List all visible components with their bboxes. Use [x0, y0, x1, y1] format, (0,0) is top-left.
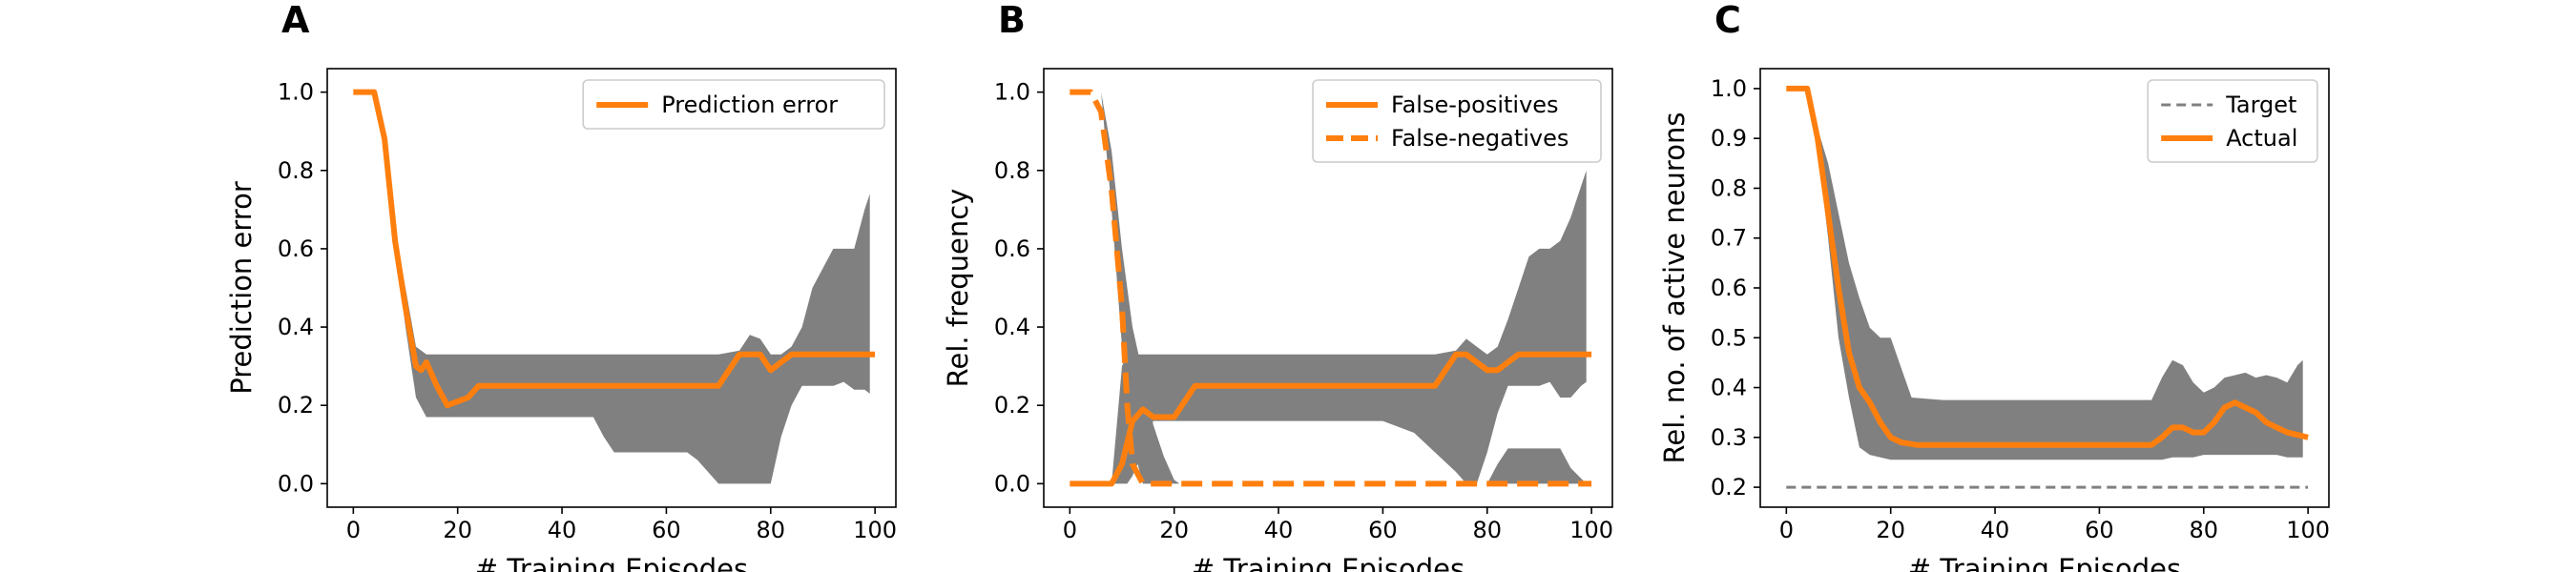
x-tick-label: 80: [1472, 517, 1502, 543]
legend-box: [2147, 79, 2318, 163]
legend-label: False-negatives: [1391, 125, 1568, 152]
confidence-band-0: [1070, 170, 1587, 484]
x-tick-label: 100: [2286, 517, 2330, 543]
y-tick-label: 1.0: [1711, 75, 1747, 102]
y-tick-label: 0.2: [1711, 474, 1747, 500]
legend-label: False-positives: [1391, 92, 1559, 118]
y-tick-label: 0.0: [994, 470, 1030, 497]
panel-letter: A: [281, 0, 310, 41]
x-tick-label: 100: [853, 517, 897, 543]
x-axis-label: # Training Episodes: [475, 553, 748, 572]
x-tick-label: 20: [1159, 517, 1189, 543]
x-axis-label: # Training Episodes: [1908, 553, 2181, 572]
legend: False-positives False-negatives: [1312, 79, 1602, 163]
series-line-false-negatives: [1070, 89, 1592, 487]
x-tick-label: 80: [756, 517, 785, 543]
x-tick-label: 20: [443, 517, 472, 543]
series-line-actual: [1786, 85, 2309, 448]
y-tick-label: 0.6: [278, 235, 314, 262]
y-tick-label: 0.6: [994, 235, 1030, 262]
y-tick-label: 0.4: [1711, 375, 1747, 401]
panel-C: 0 20 40 60 80 100 0.2 0.3 0.4 0.5 0.6 0.7 0.8 0.9 1.0 #…: [1658, 0, 2330, 572]
x-tick-label: 40: [548, 517, 577, 543]
legend: Prediction error: [582, 79, 885, 130]
confidence-band-1: [1101, 92, 1180, 484]
series-line-false-positives: [1070, 351, 1592, 487]
x-tick-label: 80: [2189, 517, 2218, 543]
y-tick-label: 0.2: [278, 392, 314, 419]
confidence-band-2: [1486, 448, 1587, 484]
x-tick-label: 40: [1981, 517, 2010, 543]
x-tick-label: 60: [2085, 517, 2114, 543]
y-tick-label: 0.4: [994, 314, 1030, 340]
y-tick-label: 0.8: [278, 157, 314, 184]
x-axis-label: # Training Episodes: [1192, 553, 1465, 572]
legend-label: Actual: [2226, 125, 2297, 152]
y-tick-label: 1.0: [278, 79, 314, 106]
y-tick-label: 0.7: [1711, 225, 1747, 252]
y-axis-label: Prediction error: [225, 181, 258, 395]
plot-area: [1786, 85, 2309, 489]
y-tick-label: 0.8: [994, 157, 1030, 184]
y-axis-label: Rel. frequency: [942, 189, 974, 388]
y-tick-label: 0.6: [1711, 275, 1747, 301]
panel-letter: C: [1714, 0, 1741, 41]
legend-label: Prediction error: [661, 92, 838, 118]
y-tick-label: 0.8: [1711, 174, 1747, 201]
y-tick-label: 0.0: [278, 470, 314, 497]
legend-box: [1312, 79, 1602, 163]
x-tick-label: 100: [1569, 517, 1613, 543]
x-tick-label: 40: [1264, 517, 1294, 543]
y-tick-label: 0.4: [278, 314, 314, 340]
panel-letter: B: [998, 0, 1026, 41]
legend: Target Actual: [2147, 79, 2318, 163]
series-line-prediction-error: [353, 89, 876, 409]
y-tick-label: 1.0: [994, 79, 1030, 106]
legend-label: Target: [2225, 92, 2296, 118]
legend-box: [582, 79, 885, 130]
y-tick-label: 0.2: [994, 392, 1030, 419]
x-tick-label: 0: [1063, 517, 1077, 543]
plot-area: [353, 89, 876, 484]
axes-frame: [1043, 68, 1613, 508]
panel-B: 0 20 40 60 80 100 0.0 0.2 0.4 0.6 0.8 1.0 # Training…: [942, 0, 1613, 572]
y-tick-label: 0.9: [1711, 125, 1747, 152]
x-tick-label: 0: [1779, 517, 1794, 543]
x-tick-label: 20: [1876, 517, 1905, 543]
y-tick-label: 0.3: [1711, 424, 1747, 451]
y-axis-label: Rel. no. of active neurons: [1658, 112, 1691, 464]
axes-frame: [326, 68, 897, 508]
x-tick-label: 60: [652, 517, 681, 543]
confidence-band-0: [1786, 88, 2303, 460]
confidence-band-0: [353, 92, 870, 484]
panel-A: 0 20 40 60 80 100 0.0 0.2 0.4 0.6 0.8 1.0 # Training…: [225, 0, 897, 572]
x-tick-label: 60: [1368, 517, 1398, 543]
x-tick-label: 0: [346, 517, 361, 543]
y-tick-label: 0.5: [1711, 324, 1747, 351]
plot-area: [1070, 89, 1592, 487]
